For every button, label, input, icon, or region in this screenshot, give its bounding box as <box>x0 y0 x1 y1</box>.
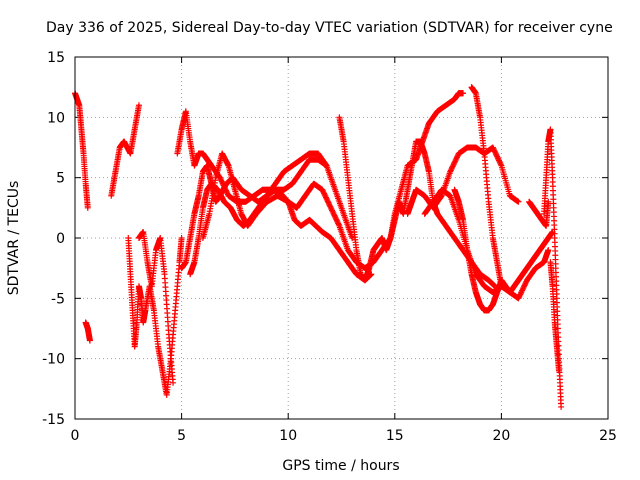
series-sat-o <box>468 84 505 290</box>
plot-frame <box>74 56 609 420</box>
data-point <box>335 221 342 228</box>
x-tick-labels: 0 5 10 15 20 25 <box>71 428 617 444</box>
series-sat-q <box>541 126 565 410</box>
series-sat-c <box>108 102 142 199</box>
data-point <box>498 283 505 290</box>
series-sat-e <box>135 228 177 386</box>
series-sat-k <box>387 138 499 290</box>
data-point <box>86 337 93 344</box>
data-series <box>72 84 565 410</box>
y-tick-label: 0 <box>56 231 65 247</box>
x-axis-label: GPS time / hours <box>282 458 399 474</box>
series-sat-h <box>187 150 356 278</box>
y-tick-label: -15 <box>42 412 65 428</box>
y-tick-label: 5 <box>56 171 65 187</box>
series-sat-m <box>421 186 552 302</box>
series-sat-l <box>404 144 522 217</box>
y-tick-label: -10 <box>42 352 65 368</box>
x-tick-label: 5 <box>177 428 186 444</box>
x-tick-label: 10 <box>279 428 297 444</box>
data-point <box>558 403 565 410</box>
chart-title: Day 336 of 2025, Sidereal Day-to-day VTE… <box>46 20 613 36</box>
series-sat-a <box>72 90 91 211</box>
y-tick-label: 15 <box>47 50 65 66</box>
y-axis-label: SDTVAR / TECUs <box>6 181 22 296</box>
series-sat-n <box>451 186 556 314</box>
series-sat-p <box>526 198 552 229</box>
data-point <box>178 235 185 241</box>
x-tick-label: 0 <box>71 428 80 444</box>
data-point <box>135 102 142 109</box>
data-point <box>555 367 562 374</box>
data-point <box>349 235 356 241</box>
y-tick-labels: -15 -10 -5 0 5 10 15 <box>42 50 65 428</box>
series-sat-d <box>125 235 185 398</box>
y-tick-label: -5 <box>51 291 65 307</box>
series-sat-r <box>547 259 562 374</box>
data-point <box>497 161 504 168</box>
series-sat-i <box>199 150 394 272</box>
x-tick-label: 25 <box>599 428 617 444</box>
data-point <box>460 90 467 97</box>
x-tick-label: 15 <box>386 428 404 444</box>
data-point <box>515 198 522 205</box>
data-point <box>545 247 552 254</box>
series-sat-b <box>82 319 93 344</box>
data-point <box>545 198 552 205</box>
data-point <box>84 204 91 211</box>
data-point <box>170 379 177 386</box>
y-tick-label: 10 <box>47 110 65 126</box>
x-tick-label: 20 <box>492 428 510 444</box>
